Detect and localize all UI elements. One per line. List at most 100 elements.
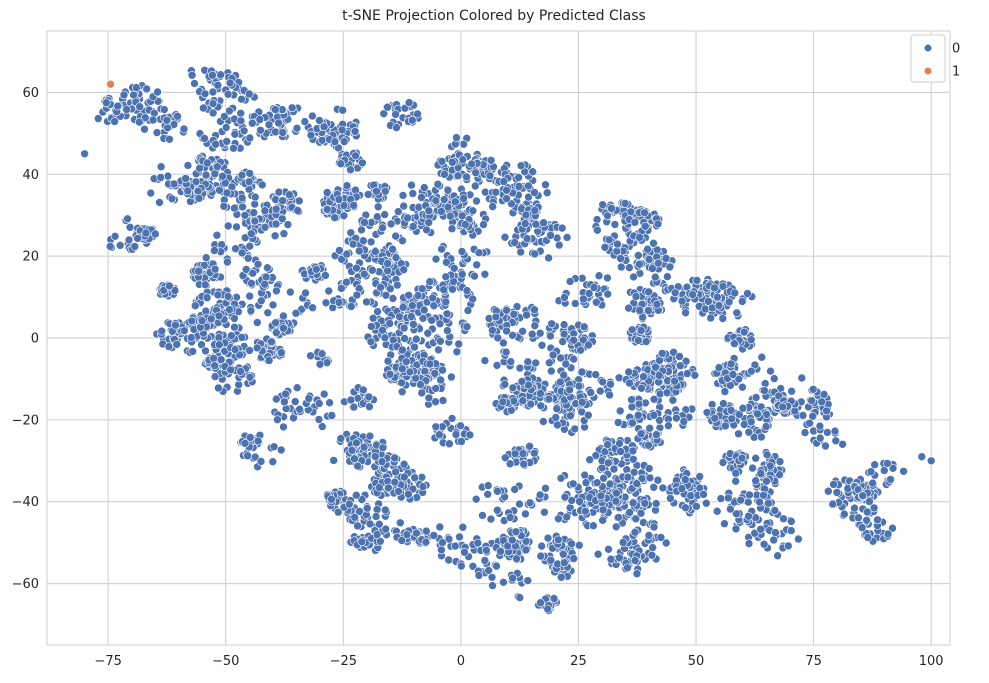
data-point-class-0	[798, 411, 808, 420]
data-point-class-0	[374, 519, 384, 529]
data-point-class-0	[743, 289, 752, 298]
data-point-class-0	[888, 523, 897, 533]
data-point-class-0	[440, 170, 449, 179]
data-point-class-0	[626, 207, 636, 217]
data-point-class-0	[538, 417, 548, 426]
data-point-class-0	[718, 282, 728, 291]
data-point-class-0	[230, 203, 239, 213]
data-point-class-0	[822, 406, 831, 416]
data-point-class-0	[509, 309, 519, 319]
data-point-class-0	[536, 389, 545, 398]
data-point-class-0	[214, 383, 223, 393]
data-point-class-0	[565, 277, 575, 286]
data-point-class-0	[727, 414, 737, 424]
data-point-class-0	[337, 254, 347, 264]
data-point-class-0	[862, 507, 872, 517]
data-point-class-0	[365, 402, 374, 412]
data-point-class-0	[491, 188, 501, 197]
data-point-class-0	[794, 534, 803, 544]
data-point-class-0	[155, 198, 164, 207]
data-point-class-0	[438, 396, 448, 405]
data-point-class-0	[537, 541, 547, 551]
data-point-class-0	[261, 272, 271, 282]
data-point-class-0	[330, 137, 340, 146]
data-point-class-0	[502, 186, 511, 195]
data-point-class-0	[397, 378, 407, 388]
data-point-class-0	[725, 504, 735, 514]
data-point-class-0	[352, 290, 362, 300]
data-point-class-0	[498, 397, 508, 407]
data-point-class-0	[499, 577, 508, 587]
data-point-class-0	[554, 240, 564, 250]
data-point-class-0	[268, 457, 278, 467]
data-point-class-0	[151, 229, 160, 239]
data-point-class-0	[442, 257, 451, 267]
data-point-class-0	[649, 394, 659, 404]
data-point-class-0	[291, 308, 301, 318]
data-point-class-0	[797, 373, 807, 383]
data-point-class-0	[240, 438, 250, 448]
data-point-class-0	[886, 475, 895, 484]
data-point-class-0	[411, 334, 421, 344]
data-point-class-0	[425, 359, 435, 369]
data-point-class-0	[605, 479, 615, 489]
data-point-class-0	[588, 521, 598, 531]
data-point-class-0	[471, 494, 481, 504]
data-point-class-0	[408, 301, 417, 310]
data-point-class-0	[271, 219, 281, 229]
data-point-class-0	[486, 156, 496, 165]
data-point-class-0	[593, 226, 602, 235]
data-point-class-0	[499, 177, 509, 186]
data-point-class-0	[442, 309, 452, 319]
data-point-class-0	[546, 555, 556, 565]
data-point-class-0	[917, 452, 927, 462]
data-point-class-0	[110, 117, 119, 126]
data-point-class-0	[381, 290, 391, 300]
data-point-class-0	[649, 482, 659, 492]
data-point-class-0	[201, 170, 211, 180]
data-point-class-0	[574, 381, 584, 391]
data-point-class-0	[549, 594, 559, 603]
data-point-class-0	[272, 286, 281, 296]
data-point-class-0	[643, 244, 652, 254]
data-point-class-0	[838, 439, 847, 449]
data-point-class-0	[614, 373, 624, 383]
data-point-class-0	[629, 272, 638, 282]
data-point-class-0	[483, 489, 493, 499]
data-point-class-0	[647, 550, 657, 560]
data-point-class-0	[439, 285, 449, 295]
data-point-class-0	[530, 321, 540, 331]
data-point-class-0	[407, 115, 417, 125]
data-point-class-0	[556, 473, 566, 483]
data-point-class-0	[764, 498, 773, 508]
data-point-class-0	[644, 440, 653, 450]
data-point-class-0	[256, 126, 265, 135]
data-point-class-0	[474, 571, 484, 580]
data-point-class-0	[281, 389, 290, 399]
data-point-class-0	[805, 418, 814, 428]
data-point-class-0	[628, 446, 638, 456]
data-point-class-0	[670, 376, 679, 386]
data-point-class-0	[458, 522, 468, 532]
data-point-class-0	[543, 604, 553, 614]
data-point-class-0	[317, 422, 327, 431]
data-point-class-0	[447, 224, 457, 233]
data-point-class-0	[236, 116, 246, 126]
data-point-class-0	[253, 436, 263, 446]
chart-title: t-SNE Projection Colored by Predicted Cl…	[342, 8, 646, 24]
data-point-class-0	[635, 306, 645, 315]
data-point-class-0	[484, 566, 493, 575]
data-point-class-0	[650, 272, 660, 282]
data-point-class-0	[574, 540, 584, 550]
data-point-class-0	[665, 262, 675, 272]
data-point-class-0	[270, 105, 280, 114]
data-point-class-0	[322, 205, 332, 214]
data-point-class-0	[625, 508, 634, 517]
data-point-class-0	[728, 370, 738, 379]
data-point-class-0	[427, 315, 437, 325]
data-point-class-0	[380, 333, 390, 343]
data-point-class-0	[441, 297, 451, 307]
data-point-class-0	[208, 108, 218, 118]
data-point-class-0	[407, 312, 416, 321]
